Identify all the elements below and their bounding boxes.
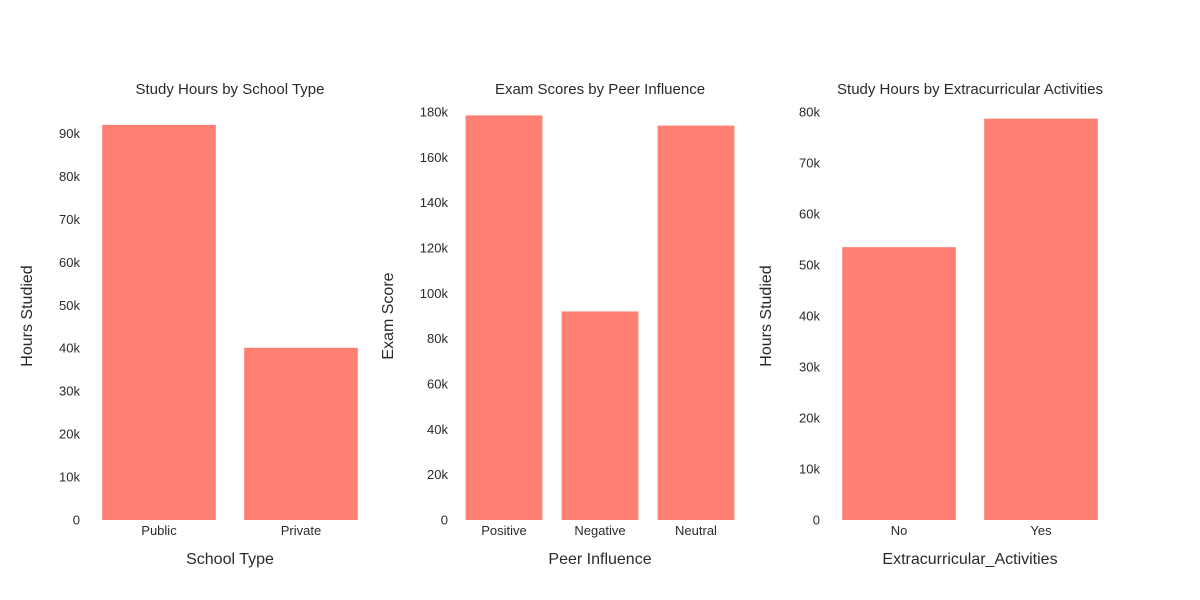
- bar-neutral[interactable]: [657, 125, 735, 520]
- y-tick-label: 20k: [427, 467, 448, 482]
- y-tick-label: 20k: [799, 411, 820, 426]
- y-tick-label: 10k: [59, 470, 80, 485]
- y-tick-label: 140k: [420, 195, 449, 210]
- x-tick-label: Positive: [481, 523, 527, 538]
- y-axis-title: Hours Studied: [758, 265, 775, 366]
- y-tick-label: 50k: [799, 258, 820, 273]
- y-tick-label: 80k: [799, 105, 820, 120]
- y-tick-label: 120k: [420, 241, 449, 256]
- bar-private[interactable]: [244, 347, 358, 520]
- bar-yes[interactable]: [984, 118, 1098, 520]
- y-tick-label: 60k: [427, 377, 448, 392]
- y-tick-label: 0: [813, 513, 820, 528]
- y-tick-label: 160k: [420, 150, 449, 165]
- bar-positive[interactable]: [465, 115, 543, 521]
- y-tick-label: 30k: [799, 360, 820, 375]
- bar-no[interactable]: [842, 247, 956, 520]
- chart-title: Study Hours by Extracurricular Activitie…: [837, 81, 1103, 98]
- y-tick-label: 0: [73, 513, 80, 528]
- y-axis-title: Hours Studied: [19, 265, 36, 366]
- x-axis-title: School Type: [186, 551, 274, 568]
- bar-public[interactable]: [102, 124, 216, 520]
- x-tick-label: No: [891, 523, 908, 538]
- x-tick-label: Yes: [1030, 523, 1052, 538]
- y-tick-label: 100k: [420, 286, 449, 301]
- y-tick-label: 40k: [799, 309, 820, 324]
- y-tick-label: 180k: [420, 105, 449, 120]
- x-tick-label: Negative: [574, 523, 625, 538]
- y-tick-label: 70k: [59, 212, 80, 227]
- y-tick-label: 50k: [59, 298, 80, 313]
- x-axis-title: Extracurricular_Activities: [882, 551, 1057, 568]
- y-tick-label: 0: [441, 513, 448, 528]
- x-tick-label: Neutral: [675, 523, 717, 538]
- y-tick-label: 60k: [799, 207, 820, 222]
- x-tick-label: Private: [281, 523, 321, 538]
- y-tick-label: 20k: [59, 427, 80, 442]
- y-tick-label: 80k: [59, 169, 80, 184]
- chart-panel-1: Study Hours by School Type 0 10k 20k 30k 40k 5…: [19, 81, 358, 568]
- y-tick-label: 90k: [59, 126, 80, 141]
- bar-negative[interactable]: [561, 311, 639, 520]
- y-axis-title: Exam Score: [380, 272, 397, 359]
- y-tick-label: 30k: [59, 384, 80, 399]
- y-tick-label: 40k: [427, 422, 448, 437]
- y-tick-label: 10k: [799, 462, 820, 477]
- x-axis-title: Peer Influence: [548, 551, 651, 568]
- chart-title: Study Hours by School Type: [136, 81, 325, 98]
- chart-panel-3: Study Hours by Extracurricular Activitie…: [758, 81, 1103, 568]
- y-tick-label: 40k: [59, 341, 80, 356]
- chart-panel-2: Exam Scores by Peer Influence 0 20k 40k 60k 8…: [380, 81, 735, 568]
- chart-title: Exam Scores by Peer Influence: [495, 81, 705, 98]
- y-tick-label: 70k: [799, 156, 820, 171]
- x-tick-label: Public: [141, 523, 177, 538]
- y-tick-label: 80k: [427, 331, 448, 346]
- y-tick-label: 60k: [59, 255, 80, 270]
